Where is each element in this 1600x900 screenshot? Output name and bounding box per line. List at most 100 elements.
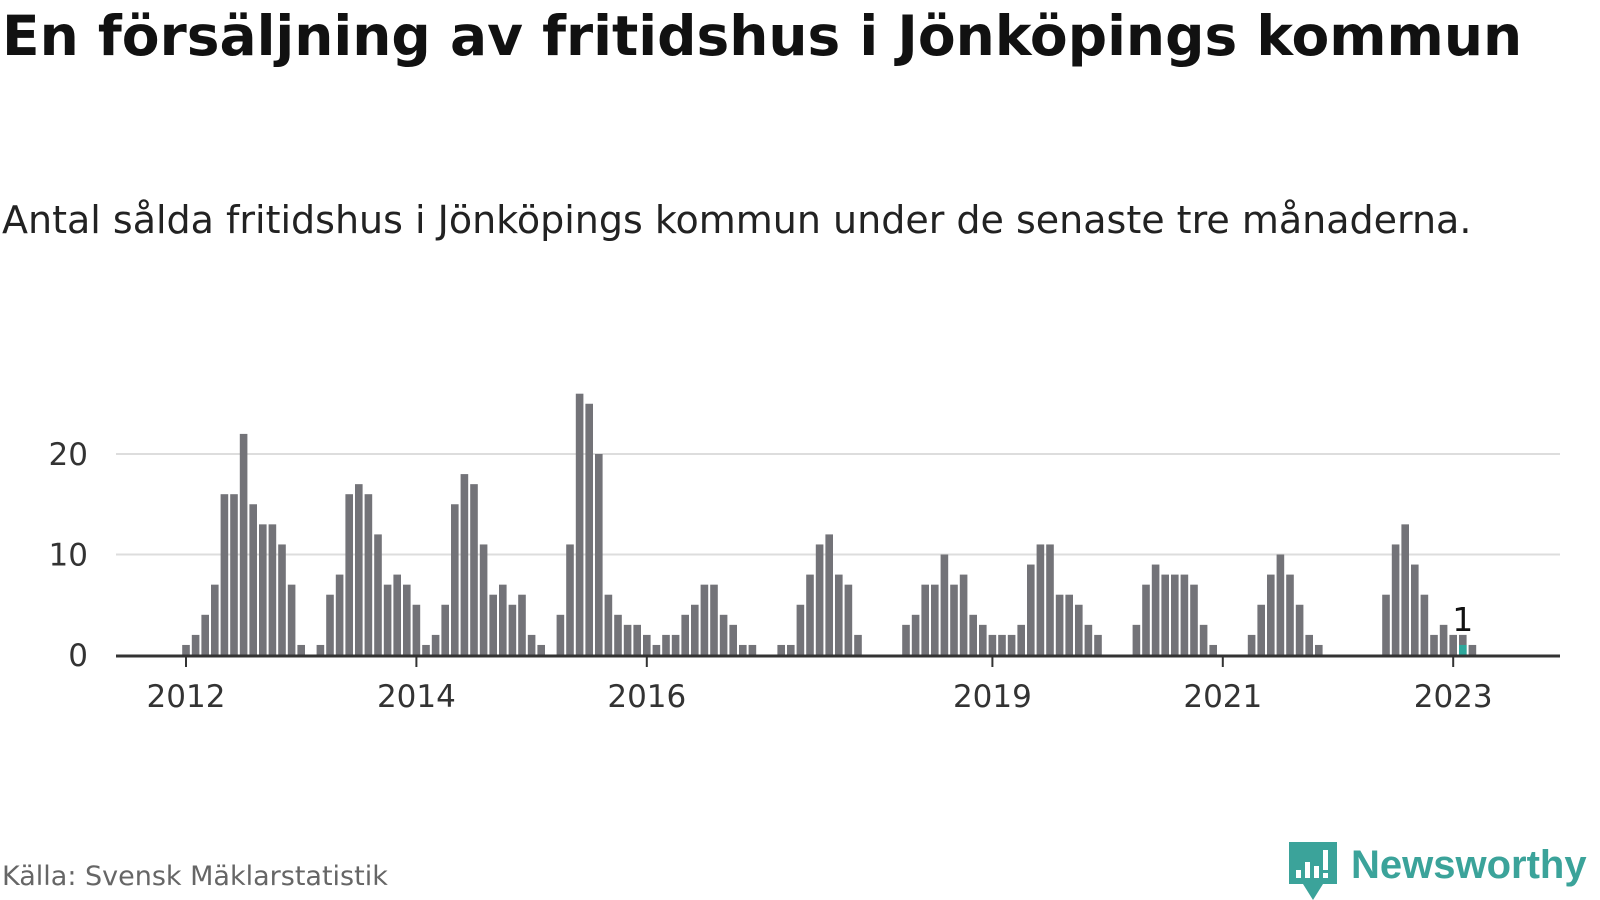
bar: [230, 494, 238, 655]
bar: [815, 544, 824, 655]
x-tick-label-2014: 2014: [377, 679, 456, 715]
gridlines: [116, 453, 1560, 556]
bar: [1430, 634, 1438, 655]
bar: [499, 584, 507, 655]
bar: [911, 614, 920, 655]
bar: [316, 644, 325, 655]
brand-name: Newsworthy: [1351, 843, 1587, 887]
bar: [355, 484, 363, 655]
bar: [748, 644, 757, 655]
x-tick-label-2019: 2019: [953, 679, 1032, 715]
bar: [1151, 564, 1160, 655]
bar: [691, 604, 699, 655]
x-ticks: 2012 2014 2016 2019 2021 2023: [147, 656, 1493, 715]
bar: [1468, 644, 1477, 655]
bar: [1411, 564, 1419, 655]
bar: [297, 644, 305, 655]
bar: [1084, 624, 1093, 655]
bar: [403, 584, 411, 655]
bar: [182, 644, 190, 655]
bar: [508, 604, 517, 655]
bar: [1161, 574, 1169, 655]
bar: [422, 644, 430, 655]
bar: [1171, 574, 1179, 655]
bar: [1449, 634, 1457, 655]
bar: [604, 594, 613, 655]
bar: [1295, 604, 1304, 655]
bar: [1180, 574, 1189, 655]
x-tick-label-2023: 2023: [1414, 679, 1493, 715]
bar: [1420, 594, 1429, 655]
bar: [854, 634, 862, 655]
chart-subtitle: Antal sålda fritidshus i Jönköpings komm…: [2, 198, 1472, 242]
bar: [575, 393, 584, 655]
bar: [249, 504, 257, 655]
bar: [1065, 594, 1073, 655]
bar: [623, 624, 632, 655]
bar: [431, 634, 440, 655]
y-tick-label-0: 0: [68, 638, 88, 674]
bar: [652, 644, 661, 655]
bar: [998, 634, 1006, 655]
bar: [902, 624, 910, 655]
bar: [585, 403, 593, 655]
bar: [451, 504, 459, 655]
bar: [441, 604, 449, 655]
bar: [825, 534, 833, 655]
y-tick-label-10: 10: [49, 538, 88, 574]
bar: [1382, 594, 1390, 655]
bar: [1209, 644, 1217, 655]
bar: [662, 634, 670, 655]
bar: [383, 584, 392, 655]
bar: [1276, 554, 1285, 655]
bar-highlight: [1459, 644, 1467, 655]
bar: [931, 584, 939, 655]
bar: [1007, 634, 1016, 655]
bar: [796, 604, 805, 655]
bar: [1027, 564, 1035, 655]
bar: [1046, 544, 1054, 655]
bar: [393, 574, 401, 655]
bar: [844, 584, 853, 655]
bar: [566, 544, 574, 655]
bar: [479, 544, 488, 655]
bar: [950, 584, 958, 655]
bar: [1315, 644, 1323, 655]
bar: [643, 634, 651, 655]
bar: [988, 634, 997, 655]
bar: [1439, 624, 1448, 655]
bar-chart: 2012 2014 2016 2019 2021 2023 0 10 20 1: [49, 393, 1560, 715]
bar: [1094, 634, 1102, 655]
bar: [259, 524, 267, 655]
highlight-value-label: 1: [1452, 600, 1473, 639]
bar: [191, 634, 200, 655]
bar: [710, 584, 718, 655]
bar: [969, 614, 977, 655]
bars: [182, 393, 1477, 655]
x-tick-label-2016: 2016: [607, 679, 686, 715]
y-tick-label-20: 20: [49, 437, 88, 473]
bar: [1286, 574, 1294, 655]
bar: [1036, 544, 1045, 655]
bar: [489, 594, 497, 655]
bar: [787, 644, 795, 655]
bar: [940, 554, 949, 655]
bar: [335, 574, 344, 655]
bar: [1401, 524, 1409, 655]
bar: [220, 494, 229, 655]
bar: [1199, 624, 1208, 655]
bar: [201, 614, 209, 655]
bar: [268, 524, 277, 655]
bar: [326, 594, 334, 655]
bar: [1247, 634, 1256, 655]
brand-logo[interactable]: Newsworthy: [1287, 842, 1587, 900]
bar: [979, 624, 987, 655]
chart-title: En försäljning av fritidshus i Jönköping…: [2, 4, 1523, 68]
bar: [460, 474, 469, 655]
bar: [729, 624, 737, 655]
bar: [806, 574, 814, 655]
bar: [739, 644, 747, 655]
bar: [595, 454, 603, 655]
bar: [1142, 584, 1150, 655]
bar: [633, 624, 641, 655]
